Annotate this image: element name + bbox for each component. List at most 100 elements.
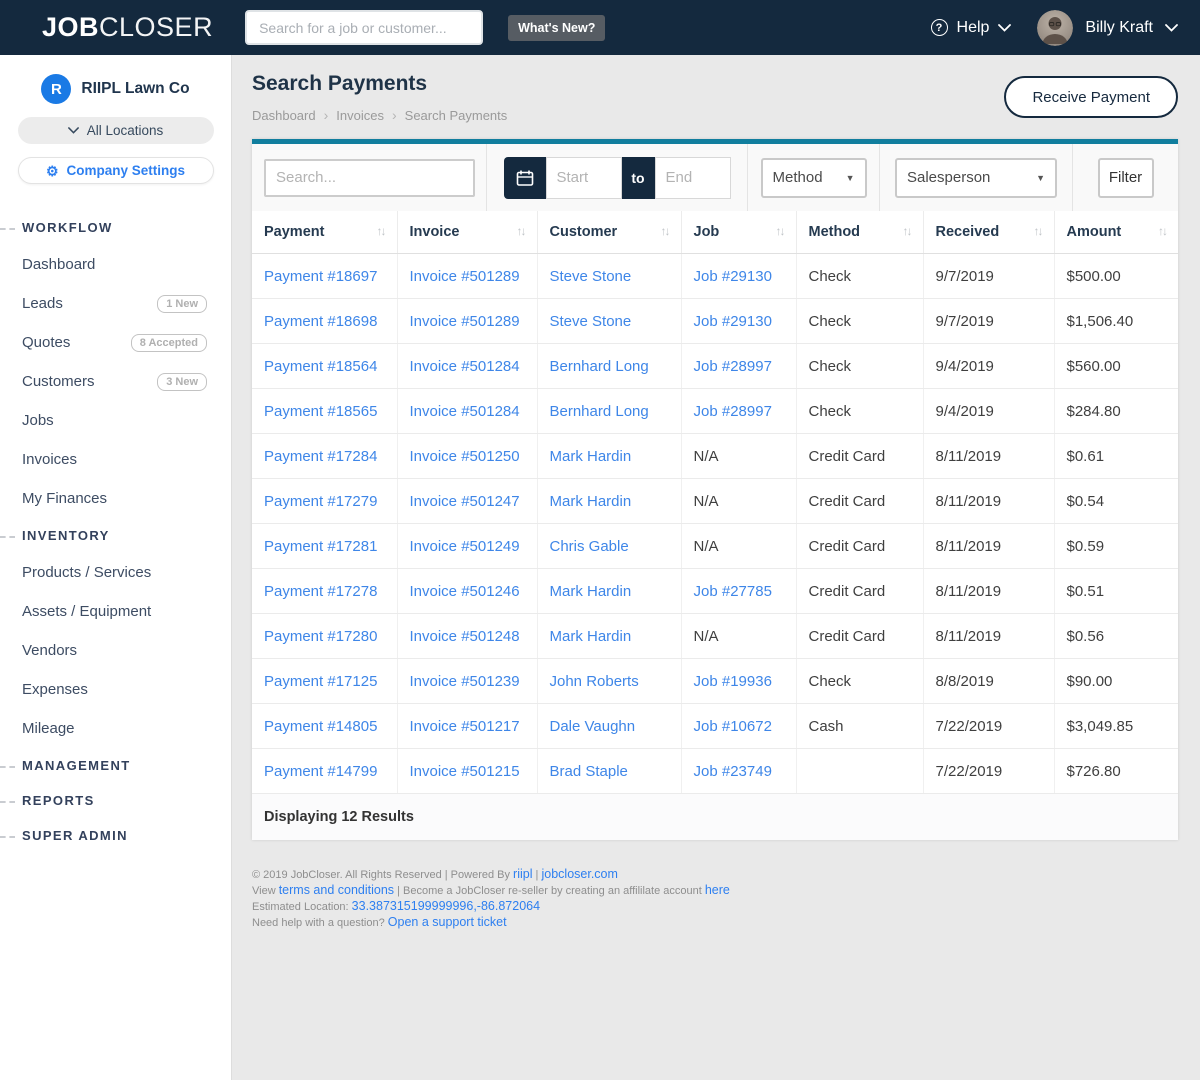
sidebar-item-invoices[interactable]: Invoices	[0, 440, 231, 479]
sidebar-section-reports[interactable]: REPORTS	[0, 783, 231, 818]
sidebar-item-customers[interactable]: Customers3 New	[0, 362, 231, 401]
customer-link[interactable]: Steve Stone	[550, 268, 632, 285]
locations-dropdown[interactable]: All Locations	[18, 117, 214, 144]
job-link: N/A	[681, 479, 796, 524]
sidebar-item-assets-equipment[interactable]: Assets / Equipment	[0, 592, 231, 631]
payment-link[interactable]: Payment #17284	[264, 448, 377, 465]
footer-link-jobcloser-com[interactable]: jobcloser.com	[541, 867, 617, 881]
payment-link[interactable]: Payment #18565	[264, 403, 377, 420]
job-link[interactable]: Job #10672	[694, 718, 772, 735]
customer-link[interactable]: Bernhard Long	[550, 358, 649, 375]
customer-link[interactable]: Dale Vaughn	[550, 718, 636, 735]
calendar-icon[interactable]	[504, 157, 546, 199]
footer-link-33-387315199999996-86-872064[interactable]: 33.387315199999996,-86.872064	[352, 899, 540, 913]
amount-cell: $0.56	[1054, 614, 1178, 659]
start-date-input[interactable]	[546, 157, 622, 199]
sidebar-section-workflow[interactable]: WORKFLOW	[0, 210, 231, 245]
payment-link[interactable]: Payment #17280	[264, 628, 377, 645]
sidebar-item-dashboard[interactable]: Dashboard	[0, 245, 231, 284]
amount-cell: $1,506.40	[1054, 299, 1178, 344]
payment-link[interactable]: Payment #17279	[264, 493, 377, 510]
method-select[interactable]: Method ▼	[761, 158, 867, 198]
sidebar-item-jobs[interactable]: Jobs	[0, 401, 231, 440]
received-cell: 9/7/2019	[923, 299, 1054, 344]
sidebar-item-mileage[interactable]: Mileage	[0, 709, 231, 748]
payment-link[interactable]: Payment #17281	[264, 538, 377, 555]
invoice-link[interactable]: Invoice #501289	[410, 313, 520, 330]
payments-search-input[interactable]	[264, 159, 475, 197]
help-menu[interactable]: ? Help	[931, 19, 1012, 37]
sidebar-item-expenses[interactable]: Expenses	[0, 670, 231, 709]
amount-cell: $0.59	[1054, 524, 1178, 569]
invoice-link[interactable]: Invoice #501250	[410, 448, 520, 465]
customer-link[interactable]: Mark Hardin	[550, 583, 632, 600]
app-logo[interactable]: JOBCLOSER	[42, 12, 213, 43]
method-cell: Credit Card	[796, 479, 923, 524]
column-header-payment[interactable]: Payment↑↓	[252, 211, 397, 254]
sidebar-section-inventory[interactable]: INVENTORY	[0, 518, 231, 553]
invoice-link[interactable]: Invoice #501246	[410, 583, 520, 600]
job-link[interactable]: Job #29130	[694, 268, 772, 285]
sidebar-item-quotes[interactable]: Quotes8 Accepted	[0, 323, 231, 362]
customer-link[interactable]: John Roberts	[550, 673, 639, 690]
invoice-link[interactable]: Invoice #501284	[410, 403, 520, 420]
job-link[interactable]: Job #28997	[694, 403, 772, 420]
filter-bar: to Method ▼ Salesperson ▼ Filter	[252, 144, 1178, 211]
customer-link[interactable]: Brad Staple	[550, 763, 628, 780]
invoice-link[interactable]: Invoice #501215	[410, 763, 520, 780]
breadcrumb-invoices[interactable]: Invoices	[336, 108, 384, 123]
payment-link[interactable]: Payment #14805	[264, 718, 377, 735]
receive-payment-button[interactable]: Receive Payment	[1004, 76, 1178, 118]
invoice-link[interactable]: Invoice #501247	[410, 493, 520, 510]
sort-icon: ↑↓	[377, 224, 385, 238]
user-menu[interactable]: Billy Kraft	[1037, 10, 1178, 46]
invoice-link[interactable]: Invoice #501217	[410, 718, 520, 735]
customer-link[interactable]: Steve Stone	[550, 313, 632, 330]
sidebar-item-leads[interactable]: Leads1 New	[0, 284, 231, 323]
payment-link[interactable]: Payment #18697	[264, 268, 377, 285]
job-link[interactable]: Job #23749	[694, 763, 772, 780]
breadcrumb-dashboard[interactable]: Dashboard	[252, 108, 316, 123]
help-label: Help	[957, 19, 990, 37]
end-date-input[interactable]	[655, 157, 731, 199]
invoice-link[interactable]: Invoice #501249	[410, 538, 520, 555]
customer-link[interactable]: Mark Hardin	[550, 493, 632, 510]
global-search-input[interactable]	[245, 10, 483, 45]
footer-link-here[interactable]: here	[705, 883, 730, 897]
payment-link[interactable]: Payment #17125	[264, 673, 377, 690]
sidebar-section-management[interactable]: MANAGEMENT	[0, 748, 231, 783]
job-link[interactable]: Job #19936	[694, 673, 772, 690]
column-header-method[interactable]: Method↑↓	[796, 211, 923, 254]
footer-link-terms-and-conditions[interactable]: terms and conditions	[279, 883, 394, 897]
footer-link-riipl[interactable]: riipl	[513, 867, 532, 881]
invoice-link[interactable]: Invoice #501239	[410, 673, 520, 690]
payment-link[interactable]: Payment #17278	[264, 583, 377, 600]
column-header-invoice[interactable]: Invoice↑↓	[397, 211, 537, 254]
column-header-received[interactable]: Received↑↓	[923, 211, 1054, 254]
customer-link[interactable]: Chris Gable	[550, 538, 629, 555]
footer-link-open-a-support-ticket[interactable]: Open a support ticket	[388, 915, 507, 929]
sidebar-item-vendors[interactable]: Vendors	[0, 631, 231, 670]
filter-button[interactable]: Filter	[1098, 158, 1154, 198]
payment-link[interactable]: Payment #14799	[264, 763, 377, 780]
sidebar-item-my-finances[interactable]: My Finances	[0, 479, 231, 518]
customer-link[interactable]: Mark Hardin	[550, 628, 632, 645]
sidebar-section-super-admin[interactable]: SUPER ADMIN	[0, 818, 231, 853]
job-link[interactable]: Job #29130	[694, 313, 772, 330]
payment-link[interactable]: Payment #18698	[264, 313, 377, 330]
column-header-amount[interactable]: Amount↑↓	[1054, 211, 1178, 254]
sidebar-item-products-services[interactable]: Products / Services	[0, 553, 231, 592]
column-header-customer[interactable]: Customer↑↓	[537, 211, 681, 254]
column-header-job[interactable]: Job↑↓	[681, 211, 796, 254]
salesperson-select[interactable]: Salesperson ▼	[895, 158, 1057, 198]
customer-link[interactable]: Bernhard Long	[550, 403, 649, 420]
customer-link[interactable]: Mark Hardin	[550, 448, 632, 465]
invoice-link[interactable]: Invoice #501289	[410, 268, 520, 285]
payment-link[interactable]: Payment #18564	[264, 358, 377, 375]
invoice-link[interactable]: Invoice #501284	[410, 358, 520, 375]
company-settings-button[interactable]: ⚙ Company Settings	[18, 157, 214, 184]
invoice-link[interactable]: Invoice #501248	[410, 628, 520, 645]
job-link[interactable]: Job #28997	[694, 358, 772, 375]
job-link[interactable]: Job #27785	[694, 583, 772, 600]
whats-new-button[interactable]: What's New?	[508, 15, 605, 41]
